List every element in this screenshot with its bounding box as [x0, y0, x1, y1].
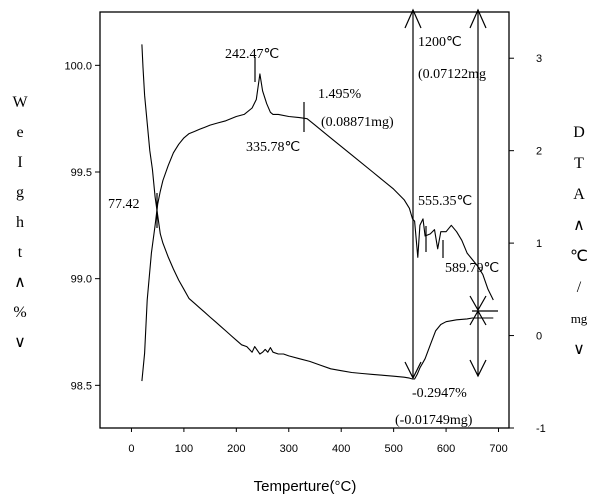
annotation-335: 335.78℃ — [246, 140, 300, 155]
y-left-tick-label: 98.5 — [71, 380, 92, 392]
y-right-label-char: / — [577, 279, 582, 296]
annotation-1200: 1200℃ — [418, 35, 462, 50]
plot-frame — [99, 11, 510, 429]
y-left-label-char: W — [12, 94, 28, 111]
y-left-label-char: e — [16, 124, 23, 141]
y-axis-left-ticks: 100.0 99.5 99.0 98.5 — [64, 60, 100, 392]
series-layer — [141, 44, 494, 382]
annotation-residue-mg: (-0.01749mg) — [395, 413, 473, 428]
annotation-mass-loss-mg: (0.08871mg) — [321, 115, 394, 130]
y-left-label-char: h — [16, 214, 24, 231]
arrow-1200-left-head-bottom — [404, 361, 422, 380]
y-right-tick-label: 1 — [536, 238, 542, 250]
y-axis-right-label: DTA ∧ ℃ / mg ∨ — [570, 124, 588, 358]
x-tick-label: 600 — [437, 443, 455, 455]
x-axis-ticks: 0 100 200 300 400 500 600 700 — [128, 428, 508, 455]
x-tick-label: 300 — [280, 443, 298, 455]
y-left-tick-label: 99.5 — [71, 167, 92, 179]
y-right-label-char: mg — [571, 311, 588, 326]
annotation-marks — [156, 8, 498, 380]
y-right-label-char: A — [573, 186, 585, 203]
y-left-label-char: g — [16, 184, 24, 201]
y-right-label-char: ℃ — [570, 248, 588, 265]
x-tick-label: 0 — [128, 443, 134, 455]
y-right-tick-label: 0 — [536, 331, 542, 343]
y-right-label-char: ∨ — [573, 341, 585, 358]
annotation-residue-pct: -0.2947% — [412, 386, 467, 401]
y-right-tick-label: -1 — [536, 423, 546, 435]
y-left-label-char: ∧ — [14, 274, 26, 291]
annotation-77: 77.42 — [108, 197, 140, 212]
annotation-589: 589.79℃ — [445, 261, 499, 276]
annotation-555: 555.35℃ — [418, 194, 472, 209]
y-right-tick-label: 2 — [536, 146, 542, 158]
arrow-1200-left-head-top — [404, 8, 422, 29]
weight-curve — [141, 73, 494, 382]
y-right-label-char: ∧ — [573, 217, 585, 234]
y-left-tick-label: 100.0 — [64, 60, 92, 72]
arrow-1200-right-head-top — [469, 8, 487, 29]
x-tick-label: 700 — [489, 443, 507, 455]
x-tick-label: 100 — [175, 443, 193, 455]
annotation-242: 242.47℃ — [225, 47, 279, 62]
y-left-label-char: % — [13, 304, 26, 321]
y-axis-right-ticks: 3 2 1 0 -1 — [509, 53, 546, 435]
y-left-label-char: t — [18, 244, 23, 261]
arrow-1200-right-head-bottom — [469, 359, 487, 378]
y-left-tick-label: 99.0 — [71, 274, 92, 286]
y-right-label-char: T — [574, 155, 584, 172]
x-tick-label: 200 — [227, 443, 245, 455]
annotation-mass-loss-pct: 1.495% — [318, 87, 362, 102]
dta-curve — [141, 44, 494, 380]
x-tick-label: 400 — [332, 443, 350, 455]
x-tick-label: 500 — [384, 443, 402, 455]
y-right-label-char: D — [573, 124, 585, 141]
x-axis-label: Temperture(°C) — [254, 478, 357, 495]
y-left-label-char: ∨ — [14, 334, 26, 351]
y-right-tick-label: 3 — [536, 53, 542, 65]
y-left-label-char: I — [17, 154, 22, 171]
annotation-1200-mg: (0.07122mg — [418, 67, 486, 82]
